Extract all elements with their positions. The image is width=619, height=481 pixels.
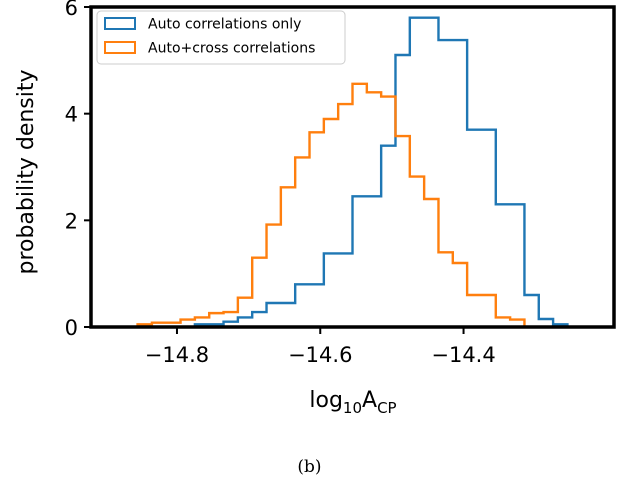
x-tick-label: −14.4 <box>431 343 495 367</box>
x-axis-label-sub: 10 <box>343 399 362 417</box>
legend: Auto correlations only Auto+cross correl… <box>96 10 346 65</box>
y-tick-label: 6 <box>65 0 78 20</box>
x-axis-ticks: −14.8 −14.6 −14.4 <box>145 327 496 367</box>
legend-label-cross: Auto+cross correlations <box>148 41 315 57</box>
x-axis-label-a: A <box>362 388 377 413</box>
legend-swatch-auto <box>104 17 136 30</box>
axes-frame <box>89 5 616 329</box>
legend-label-auto: Auto correlations only <box>148 17 301 33</box>
series-auto-correlations-only <box>193 16 569 327</box>
plot-area: −14.8 −14.6 −14.4 0 2 4 6 <box>65 0 616 367</box>
x-axis-label-cp: CP <box>377 399 397 417</box>
x-axis-label: log10ACP <box>309 388 396 417</box>
histogram-step-line <box>193 16 569 327</box>
series-auto-cross-correlations <box>136 82 526 327</box>
y-tick-label: 0 <box>65 316 78 340</box>
x-axis-label-log: log <box>309 388 343 413</box>
y-axis-label: probability density <box>14 69 39 274</box>
x-tick-label: −14.6 <box>288 343 352 367</box>
y-tick-label: 4 <box>65 103 78 127</box>
legend-swatch-cross <box>104 41 136 54</box>
x-tick-label: −14.8 <box>145 343 209 367</box>
figure-caption: (b) <box>297 457 321 477</box>
y-axis-ticks: 0 2 4 6 <box>65 0 91 340</box>
legend-box <box>96 10 346 65</box>
y-tick-label: 2 <box>65 209 78 233</box>
histogram-step-line <box>136 82 526 327</box>
